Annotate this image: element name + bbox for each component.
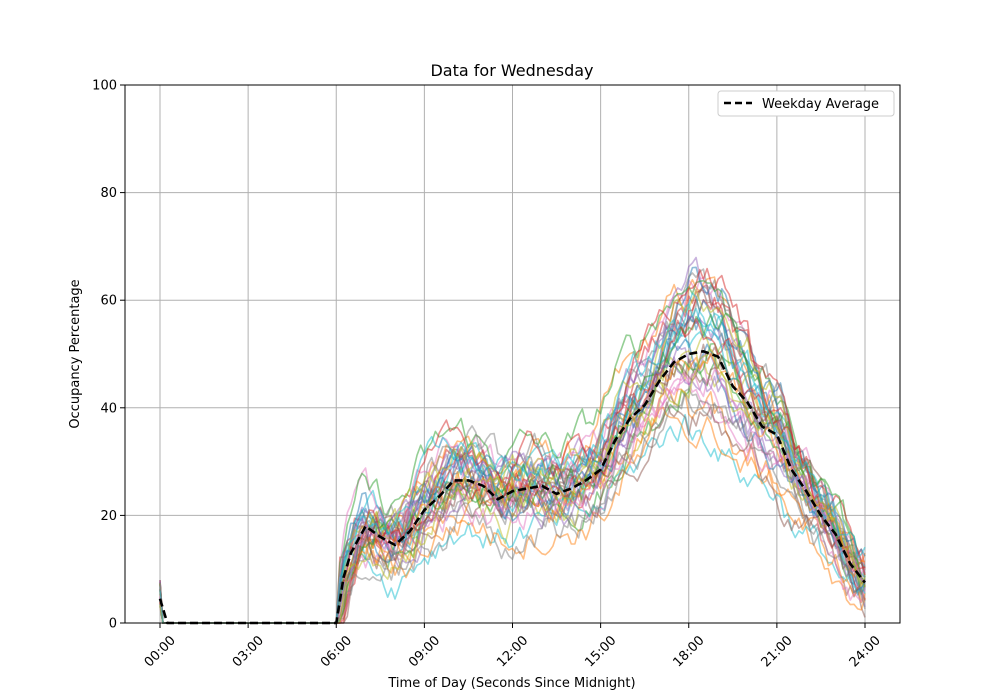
legend-label: Weekday Average	[762, 97, 879, 112]
series-line-37	[159, 369, 866, 624]
y-tick-label: 80	[100, 186, 117, 201]
weekday-average-line	[158, 350, 867, 625]
y-tick-label: 0	[109, 617, 117, 632]
series-line-29	[159, 288, 866, 624]
y-tick-label: 20	[100, 509, 117, 524]
x-axis-label: Time of Day (Seconds Since Midnight)	[387, 676, 635, 691]
series-line-38	[159, 392, 866, 624]
series-line-31	[159, 338, 866, 624]
series-line-39	[159, 348, 866, 624]
chart-title: Data for Wednesday	[430, 61, 593, 80]
series-line-34	[159, 318, 866, 624]
series-line-36	[159, 401, 866, 624]
series-line-24	[159, 267, 866, 624]
y-axis-ticks: 0 20 40 60 80 100	[92, 79, 125, 632]
legend: Weekday Average	[717, 90, 895, 117]
y-tick-label: 100	[92, 79, 117, 94]
series-lines	[159, 256, 866, 624]
y-tick-label: 40	[100, 401, 117, 416]
y-axis-label: Occupancy Percentage	[68, 279, 83, 428]
average-line-group	[158, 350, 867, 625]
legend-box	[717, 90, 895, 117]
series-line-30	[159, 303, 866, 624]
y-tick-label: 60	[100, 294, 117, 309]
